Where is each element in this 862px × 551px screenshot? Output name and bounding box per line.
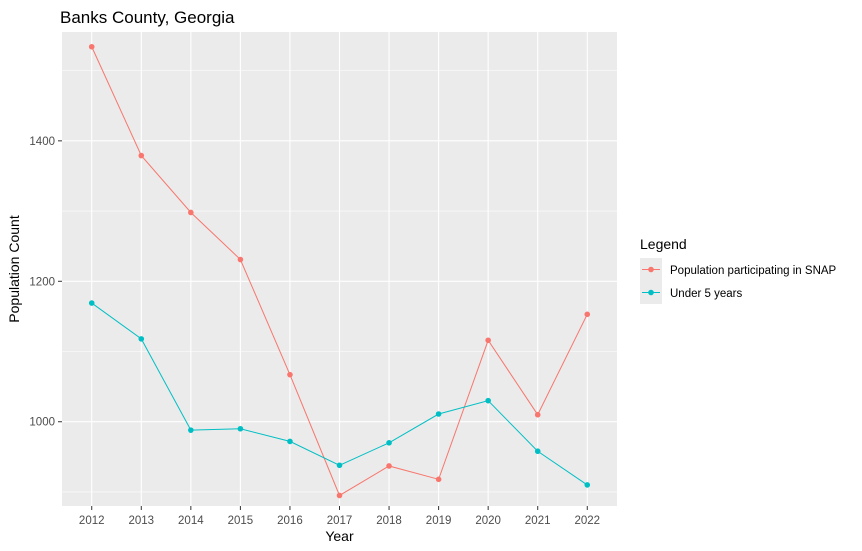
- data-point-series-1: [435, 476, 442, 483]
- data-point-series-1: [485, 337, 491, 344]
- data-point-series-1: [534, 411, 541, 418]
- x-tick-label: 2022: [574, 515, 600, 527]
- data-point-series-2: [584, 482, 591, 488]
- x-tick-label: 2013: [128, 515, 154, 527]
- x-tick-label: 2012: [79, 515, 105, 527]
- x-axis: 2012 2013 2014 2015 2016 2017 2018 2019 2020 2021…: [79, 506, 600, 527]
- x-axis-title: Year: [325, 528, 354, 544]
- legend-key-point: [648, 266, 654, 273]
- data-point-series-2: [485, 397, 491, 404]
- y-tick-label: 1200: [29, 276, 55, 288]
- data-point-series-1: [336, 492, 343, 499]
- data-point-series-2: [287, 438, 293, 445]
- x-tick-label: 2015: [228, 515, 254, 527]
- data-point-series-2: [188, 427, 194, 433]
- y-axis: 1000 1200 1400: [29, 136, 62, 429]
- series-layer: [88, 43, 591, 499]
- x-tick-label: 2020: [475, 515, 501, 527]
- y-tick-label: 1400: [29, 136, 55, 148]
- x-tick-label: 2018: [376, 515, 402, 527]
- data-point-series-2: [88, 300, 95, 306]
- x-tick-label: 2017: [327, 515, 353, 527]
- x-tick-label: 2019: [426, 515, 452, 527]
- y-tick-label: 1000: [29, 417, 55, 429]
- legend-label: Under 5 years: [670, 288, 742, 300]
- data-point-series-2: [435, 411, 442, 417]
- y-axis-title: Population Count: [6, 215, 22, 323]
- legend: Legend Population participating in SNAP U…: [640, 236, 837, 304]
- x-tick-label: 2016: [277, 515, 303, 527]
- data-point-series-1: [386, 463, 392, 469]
- x-tick-label: 2014: [178, 515, 204, 527]
- data-point-series-2: [138, 336, 145, 342]
- data-point-series-2: [534, 448, 541, 455]
- data-point-series-1: [188, 209, 194, 216]
- data-point-series-2: [237, 425, 244, 432]
- legend-label: Population participating in SNAP: [670, 265, 837, 277]
- data-point-series-1: [584, 311, 591, 318]
- data-point-series-1: [88, 43, 95, 50]
- data-point-series-1: [237, 256, 244, 263]
- x-tick-label: 2021: [525, 515, 551, 527]
- legend-key-point: [648, 289, 654, 296]
- data-point-series-2: [386, 440, 392, 446]
- data-point-series-2: [336, 462, 343, 469]
- data-point-series-1: [287, 371, 293, 378]
- chart-title: Banks County, Georgia: [60, 8, 235, 27]
- data-point-series-1: [138, 152, 145, 159]
- legend-title: Legend: [640, 236, 687, 252]
